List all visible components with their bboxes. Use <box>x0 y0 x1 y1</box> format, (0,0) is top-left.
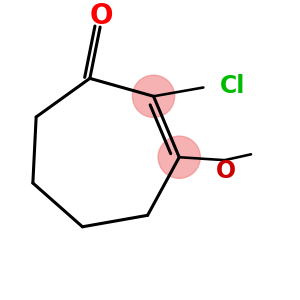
Text: Cl: Cl <box>220 74 245 98</box>
Circle shape <box>132 75 175 117</box>
Text: O: O <box>216 159 236 183</box>
Text: O: O <box>90 2 113 30</box>
Circle shape <box>158 136 200 178</box>
